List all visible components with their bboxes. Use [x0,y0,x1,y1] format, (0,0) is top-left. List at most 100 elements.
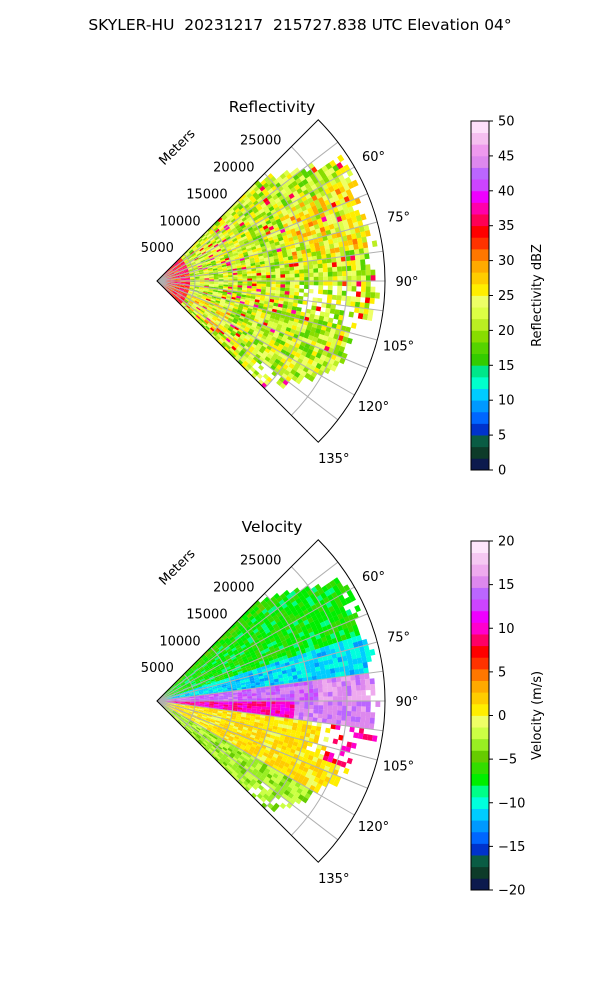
radar-gate [184,726,189,731]
radar-gate [303,199,310,206]
radar-gate [236,217,242,223]
radar-gate [305,772,312,779]
radar-gate [365,275,371,282]
radar-gate [204,247,210,252]
radar-gate [365,706,371,713]
radar-gate [300,328,307,334]
radar-gate [175,295,180,300]
radar-gate [214,228,220,234]
radar-gate [222,341,228,347]
radar-gate [204,667,210,672]
radar-gate [196,295,202,299]
radar-gate [223,702,229,705]
radar-gate [323,701,328,706]
radar-gate [346,706,352,712]
radar-gate [207,725,213,730]
radar-gate [286,366,293,373]
radar-gate [328,223,335,230]
radar-gate [335,324,342,331]
radar-gate [194,300,200,304]
radar-gate [209,283,214,286]
radar-gate [238,648,244,654]
radar-gate [225,719,231,723]
radar-gate [237,281,243,284]
radar-gate [251,311,257,316]
radar-gate [218,705,224,708]
radar-gate [236,210,242,216]
radar-gate [303,261,309,266]
radar-gate [219,675,225,679]
radar-gate [356,706,362,712]
radar-gate [268,342,274,348]
radar-gate [182,685,187,689]
radar-gate [227,342,233,348]
radar-gate [204,310,210,315]
radar-gate [170,705,175,708]
radar-gate [222,728,228,732]
radar-gate [185,279,191,281]
radar-gate [228,252,234,256]
radar-gate [328,332,335,339]
radar-gate [307,197,314,204]
radar-gate [223,652,229,658]
radar-gate [277,723,284,728]
radar-gate [342,336,349,343]
radar-gate [197,245,203,250]
radar-gate [209,311,215,316]
radar-gate [188,267,193,270]
radar-gate [211,660,217,665]
radar-gate [242,739,249,744]
radar-gate [264,216,270,223]
radar-gate [216,729,222,734]
radar-gate [181,723,186,728]
radar-gate [199,707,204,710]
radar-gate [370,275,376,282]
radar-gate [278,204,285,210]
radar-gate [367,314,373,321]
radar-gate [220,343,226,349]
radar-gate [261,744,267,750]
radar-gate [175,704,181,706]
radar-gate [362,313,369,321]
radar-gate [180,279,186,281]
radar-gate [253,620,259,626]
radar-gate [285,281,291,285]
radar-gate [237,285,243,288]
radar-gate [246,310,252,315]
radar-gate [332,710,338,716]
radar-gate [251,644,258,649]
radar-gate [258,760,264,766]
radar-gate [215,260,221,264]
radar-gate [276,346,283,353]
radar-gate [180,284,186,287]
radar-gate [167,688,172,692]
radar-gate [194,276,200,279]
radar-gate [295,377,302,385]
radar-gate [321,302,327,308]
radar-gate [273,719,279,724]
radar-gate [326,718,332,725]
radar-gate [356,275,362,282]
radar-gate [203,312,209,316]
radar-gate [250,189,256,196]
radar-gate [284,690,290,695]
radar-gate [240,362,247,369]
radar-gate [359,722,365,729]
radar-gate [225,741,231,746]
radar-gate [190,699,195,701]
radar-gate [238,725,244,729]
radar-gate [180,698,186,700]
radar-gate [291,306,298,311]
radar-gate [206,262,212,265]
radar-gate [203,664,208,669]
radar-gate [185,698,191,700]
radar-gate [275,268,281,272]
radar-gate [337,701,343,706]
radar-gate [217,753,222,759]
radar-gate [190,698,195,700]
radar-gate [223,277,229,280]
radar-gate [304,647,311,653]
radar-gate [248,319,254,324]
radar-gate [288,657,294,662]
radar-gate [273,299,279,304]
